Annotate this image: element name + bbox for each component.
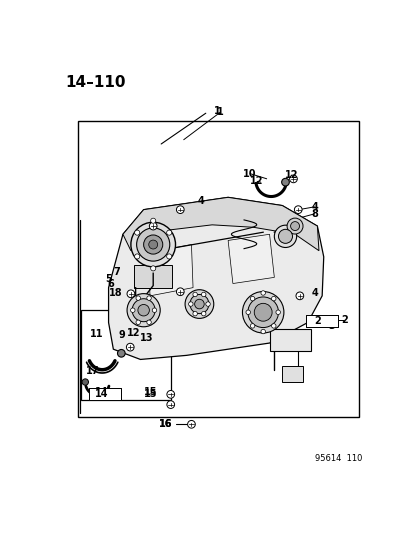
Text: 16: 16 (159, 419, 172, 429)
Text: 3: 3 (328, 321, 334, 331)
Text: 15: 15 (144, 389, 157, 399)
Circle shape (135, 296, 140, 301)
Text: 1: 1 (216, 107, 223, 117)
Circle shape (166, 401, 174, 408)
Text: 14: 14 (94, 389, 108, 399)
Circle shape (245, 310, 250, 314)
Circle shape (188, 302, 192, 306)
Text: 6: 6 (107, 279, 114, 289)
Circle shape (138, 304, 149, 316)
Polygon shape (123, 197, 318, 251)
Circle shape (176, 206, 184, 214)
Text: 2: 2 (313, 316, 320, 326)
Circle shape (147, 296, 151, 301)
Circle shape (247, 297, 278, 328)
Text: 14–110: 14–110 (65, 76, 126, 91)
Circle shape (135, 320, 140, 325)
Circle shape (152, 308, 157, 312)
Circle shape (166, 230, 171, 235)
Text: 12: 12 (249, 176, 263, 187)
Circle shape (132, 298, 155, 322)
Text: 12: 12 (126, 328, 140, 338)
Circle shape (271, 296, 275, 301)
Circle shape (130, 308, 135, 312)
Text: 5: 5 (105, 273, 112, 284)
Circle shape (295, 292, 303, 300)
Circle shape (294, 206, 301, 214)
Text: 17: 17 (85, 366, 99, 376)
Text: 14: 14 (94, 387, 108, 397)
Circle shape (147, 320, 151, 325)
Circle shape (82, 379, 88, 385)
Text: 12: 12 (284, 170, 297, 180)
Circle shape (127, 290, 134, 297)
Polygon shape (108, 197, 323, 359)
Circle shape (254, 303, 271, 321)
Text: 8: 8 (311, 209, 318, 219)
Polygon shape (148, 245, 192, 296)
Text: 9: 9 (118, 330, 125, 340)
Circle shape (190, 295, 209, 313)
Circle shape (134, 254, 140, 259)
Circle shape (150, 266, 155, 271)
Circle shape (117, 350, 125, 357)
Circle shape (290, 222, 299, 231)
Circle shape (286, 218, 302, 234)
Text: 16: 16 (159, 419, 172, 429)
Circle shape (201, 292, 205, 297)
Bar (134, 265, 172, 288)
Circle shape (274, 225, 296, 247)
Circle shape (260, 329, 265, 334)
Bar (282, 366, 302, 382)
Circle shape (126, 343, 134, 351)
Circle shape (289, 175, 297, 183)
Bar (81, 310, 170, 400)
Text: 11: 11 (90, 329, 103, 339)
Circle shape (250, 296, 254, 301)
Text: 4: 4 (311, 288, 318, 298)
Text: 2: 2 (340, 316, 347, 326)
Bar (269, 329, 310, 351)
Circle shape (131, 222, 175, 267)
Text: 18: 18 (109, 288, 122, 298)
Circle shape (187, 421, 195, 428)
Bar (306, 315, 337, 327)
Circle shape (143, 235, 162, 254)
Polygon shape (228, 235, 274, 284)
Circle shape (166, 391, 174, 398)
Circle shape (136, 228, 169, 261)
Bar (89, 388, 121, 400)
Circle shape (260, 290, 265, 295)
Circle shape (192, 292, 197, 297)
Text: 10: 10 (242, 168, 256, 179)
Circle shape (250, 324, 254, 328)
Text: 15: 15 (144, 387, 157, 397)
Circle shape (150, 218, 155, 223)
Circle shape (281, 179, 289, 186)
Bar (78, 122, 358, 417)
Text: 7: 7 (113, 267, 120, 277)
Circle shape (194, 299, 204, 309)
Text: 4: 4 (197, 197, 204, 206)
Circle shape (166, 254, 171, 259)
Circle shape (148, 240, 157, 249)
Circle shape (134, 230, 140, 235)
Bar (306, 315, 337, 327)
Text: 95614  110: 95614 110 (314, 454, 361, 463)
Circle shape (242, 292, 283, 333)
Circle shape (185, 290, 213, 318)
Text: 4: 4 (311, 202, 318, 212)
Circle shape (201, 311, 205, 316)
Circle shape (205, 302, 210, 306)
Bar (89, 388, 121, 400)
Text: 1: 1 (213, 106, 220, 116)
Circle shape (275, 310, 280, 314)
Text: 13: 13 (139, 333, 152, 343)
Circle shape (271, 324, 275, 328)
Circle shape (176, 288, 184, 296)
Circle shape (127, 294, 160, 327)
Circle shape (278, 229, 292, 244)
Circle shape (149, 222, 157, 230)
Circle shape (192, 311, 197, 316)
